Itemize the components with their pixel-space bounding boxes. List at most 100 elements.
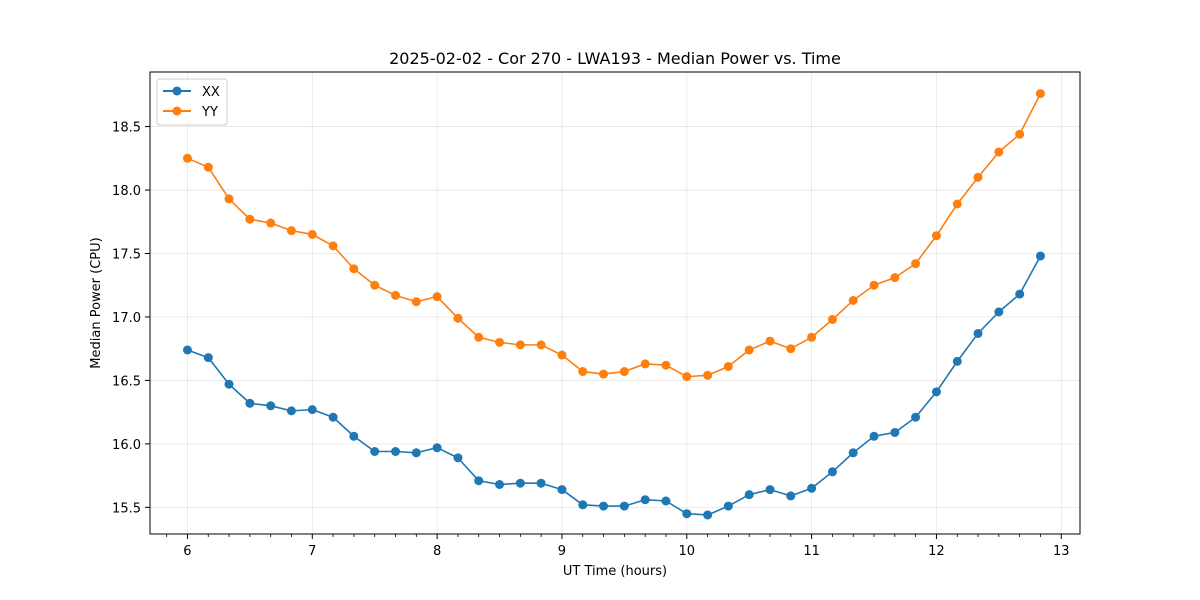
data-point-xx (952, 356, 962, 366)
legend-label-yy: YY (201, 105, 218, 120)
y-axis-title: Median Power (CPU) (89, 237, 104, 368)
data-point-xx (411, 448, 421, 458)
grid-layer (150, 72, 1080, 534)
data-point-yy (682, 372, 692, 382)
data-point-xx (661, 496, 671, 506)
y-tick-label: 17.5 (112, 248, 141, 263)
legend-label-xx: XX (202, 85, 220, 100)
data-point-yy (266, 218, 276, 228)
y-tick-label: 18.0 (112, 184, 141, 199)
data-point-yy (619, 367, 629, 377)
data-point-xx (474, 476, 484, 486)
x-tick-label: 13 (1053, 544, 1070, 559)
data-point-xx (266, 401, 276, 411)
data-point-xx (786, 491, 796, 501)
chart-title: 2025-02-02 - Cor 270 - LWA193 - Median P… (389, 49, 841, 68)
data-point-xx (515, 478, 525, 488)
data-point-yy (869, 280, 879, 290)
data-point-xx (578, 500, 588, 510)
data-point-yy (952, 199, 962, 209)
data-point-yy (827, 315, 837, 324)
data-point-yy (744, 345, 754, 355)
y-tick-label: 18.5 (112, 121, 141, 136)
data-point-xx (931, 387, 941, 397)
data-point-yy (328, 241, 338, 251)
data-point-xx (453, 453, 463, 463)
data-point-xx (640, 495, 650, 505)
x-axis-title: UT Time (hours) (563, 564, 667, 579)
x-tick-label: 8 (433, 544, 441, 559)
data-point-xx (349, 431, 359, 441)
data-point-xx (328, 412, 338, 422)
data-point-yy (703, 370, 713, 380)
y-tick-label: 16.0 (112, 438, 141, 453)
data-point-xx (224, 379, 234, 389)
data-point-yy (203, 162, 213, 172)
data-point-xx (286, 406, 296, 416)
data-point-yy (224, 194, 234, 204)
data-point-yy (911, 259, 921, 269)
data-point-xx (557, 485, 567, 495)
data-point-yy (515, 340, 525, 350)
data-point-yy (973, 172, 983, 182)
data-point-yy (286, 226, 296, 236)
data-point-yy (765, 336, 775, 346)
data-point-xx (245, 398, 255, 408)
x-tick-label: 10 (679, 544, 696, 559)
data-point-xx (203, 353, 213, 363)
data-point-xx (848, 448, 858, 458)
data-point-yy (661, 360, 671, 370)
data-point-xx (703, 510, 713, 520)
data-point-yy (1035, 89, 1045, 99)
data-point-xx (1015, 289, 1025, 299)
data-point-xx (682, 509, 692, 519)
plot-frame (149, 71, 1081, 535)
data-point-yy (1015, 129, 1025, 139)
data-point-yy (245, 214, 255, 224)
data-point-xx (765, 485, 775, 495)
legend: XX YY (156, 78, 228, 126)
data-point-yy (578, 367, 588, 377)
data-point-yy (391, 290, 401, 300)
data-point-yy (370, 280, 380, 290)
data-point-xx (536, 478, 546, 488)
data-point-yy (723, 361, 733, 371)
data-point-xx (182, 345, 192, 355)
y-tick-label: 15.5 (112, 501, 141, 516)
data-point-xx (599, 501, 609, 511)
data-point-xx (994, 307, 1004, 317)
data-point-xx (911, 412, 921, 422)
data-point-yy (536, 340, 546, 350)
legend-marker-yy (172, 106, 182, 116)
data-point-xx (391, 447, 401, 456)
y-tick-label: 16.5 (112, 374, 141, 389)
data-point-yy (599, 369, 609, 379)
data-point-yy (307, 229, 317, 239)
data-point-yy (411, 297, 421, 307)
data-point-xx (890, 427, 900, 437)
data-point-yy (786, 344, 796, 354)
data-point-yy (848, 295, 858, 305)
x-tick-label: 11 (803, 544, 820, 559)
data-point-xx (370, 447, 380, 456)
data-point-xx (827, 467, 837, 477)
data-point-xx (307, 405, 317, 415)
data-point-yy (640, 359, 650, 369)
data-point-xx (807, 483, 817, 493)
data-point-xx (1035, 251, 1045, 261)
data-point-yy (453, 313, 463, 323)
x-tick-label: 12 (928, 544, 945, 559)
data-point-yy (557, 350, 567, 360)
data-point-yy (432, 292, 442, 302)
data-point-yy (931, 231, 941, 241)
data-point-xx (619, 501, 629, 511)
data-point-yy (349, 264, 359, 274)
series-layer (182, 89, 1045, 520)
data-point-yy (495, 337, 505, 347)
y-tick-label: 17.0 (112, 311, 141, 326)
data-point-xx (973, 328, 983, 338)
data-point-yy (807, 332, 817, 342)
data-point-yy (994, 147, 1004, 157)
data-point-yy (890, 273, 900, 283)
legend-marker-xx (172, 86, 182, 96)
